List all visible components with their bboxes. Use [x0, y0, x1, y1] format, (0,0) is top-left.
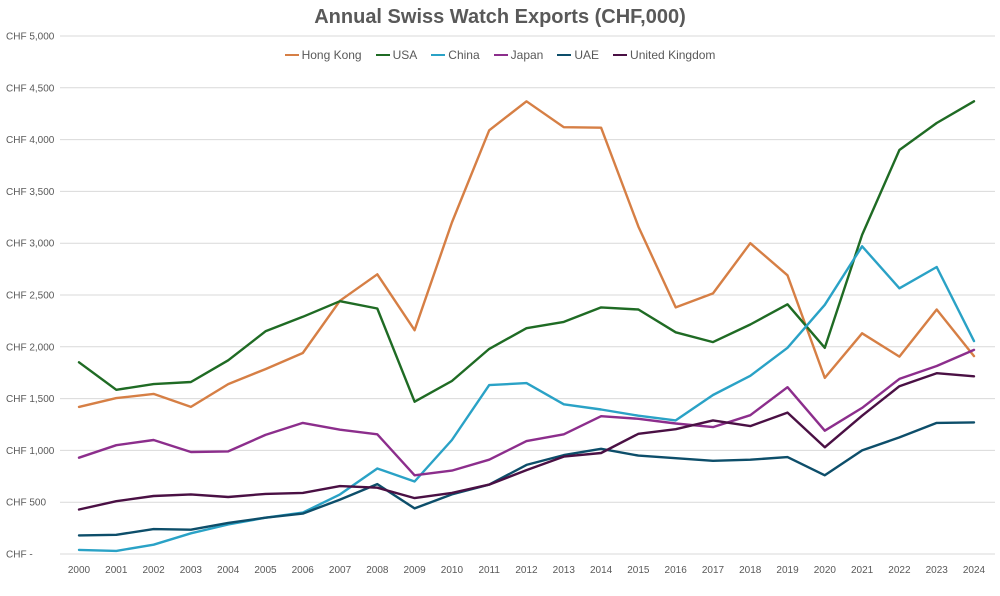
- x-tick-label: 2009: [404, 565, 427, 576]
- y-tick-label: CHF 4,000: [6, 135, 55, 146]
- legend-swatch: [557, 54, 572, 56]
- legend-item-uae: UAE: [557, 48, 599, 62]
- x-tick-label: 2014: [590, 565, 613, 576]
- x-tick-label: 2018: [739, 565, 762, 576]
- x-tick-label: 2000: [68, 565, 91, 576]
- legend-item-hong-kong: Hong Kong: [284, 48, 362, 62]
- x-tick-label: 2020: [814, 565, 837, 576]
- series-line-hong-kong: [77, 100, 976, 409]
- legend-item-china: China: [431, 48, 480, 62]
- y-tick-label: CHF 3,500: [6, 187, 55, 198]
- series-line-japan: [77, 348, 976, 477]
- legend-item-united-kingdom: United Kingdom: [613, 48, 715, 62]
- legend-label: USA: [392, 48, 418, 62]
- x-tick-label: 2010: [441, 565, 464, 576]
- chart-title: Annual Swiss Watch Exports (CHF,000): [314, 6, 686, 28]
- legend-label: UAE: [574, 48, 600, 62]
- series-line-united-kingdom: [77, 372, 976, 511]
- x-tick-label: 2016: [665, 565, 688, 576]
- legend-label: Hong Kong: [301, 48, 362, 62]
- x-tick-label: 2002: [142, 565, 165, 576]
- x-tick-label: 2021: [851, 565, 874, 576]
- series-line-china: [77, 245, 976, 553]
- x-tick-label: 2001: [105, 565, 128, 576]
- y-tick-label: CHF 1,500: [6, 394, 55, 405]
- x-tick-label: 2023: [926, 565, 949, 576]
- x-tick-label: 2008: [366, 565, 389, 576]
- chart-legend: Hong Kong USA China Japan UAE United Kingdom: [0, 48, 1000, 62]
- legend-item-usa: USA: [375, 48, 418, 62]
- y-tick-label: CHF 2,500: [6, 291, 55, 302]
- legend-swatch: [284, 54, 299, 56]
- x-tick-label: 2012: [515, 565, 538, 576]
- x-tick-label: 2024: [963, 565, 986, 576]
- y-tick-label: CHF 4,500: [6, 83, 55, 94]
- legend-swatch: [613, 54, 628, 56]
- y-tick-label: CHF 1,000: [6, 446, 55, 457]
- x-tick-label: 2022: [888, 565, 911, 576]
- series-line-uae: [77, 421, 976, 537]
- legend-item-japan: Japan: [493, 48, 544, 62]
- legend-label: United Kingdom: [630, 48, 716, 62]
- y-tick-label: CHF 5,000: [6, 32, 55, 43]
- x-tick-label: 2017: [702, 565, 725, 576]
- y-tick-label: CHF 500: [6, 498, 46, 509]
- y-tick-label: CHF 3,000: [6, 239, 55, 250]
- x-tick-label: 2006: [292, 565, 315, 576]
- legend-label: China: [448, 48, 480, 62]
- y-tick-label: CHF 2,000: [6, 342, 55, 353]
- legend-swatch: [431, 54, 446, 56]
- series-line-usa: [77, 100, 976, 403]
- x-tick-label: 2007: [329, 565, 352, 576]
- legend-swatch: [375, 54, 390, 56]
- x-tick-label: 2005: [254, 565, 277, 576]
- legend-swatch: [493, 54, 508, 56]
- legend-label: Japan: [510, 48, 544, 62]
- x-tick-label: 2004: [217, 565, 240, 576]
- x-tick-label: 2003: [180, 565, 203, 576]
- x-tick-label: 2015: [627, 565, 650, 576]
- y-tick-label: CHF -: [6, 550, 33, 561]
- x-tick-label: 2019: [776, 565, 799, 576]
- x-tick-label: 2013: [553, 565, 576, 576]
- x-tick-label: 2011: [478, 565, 500, 576]
